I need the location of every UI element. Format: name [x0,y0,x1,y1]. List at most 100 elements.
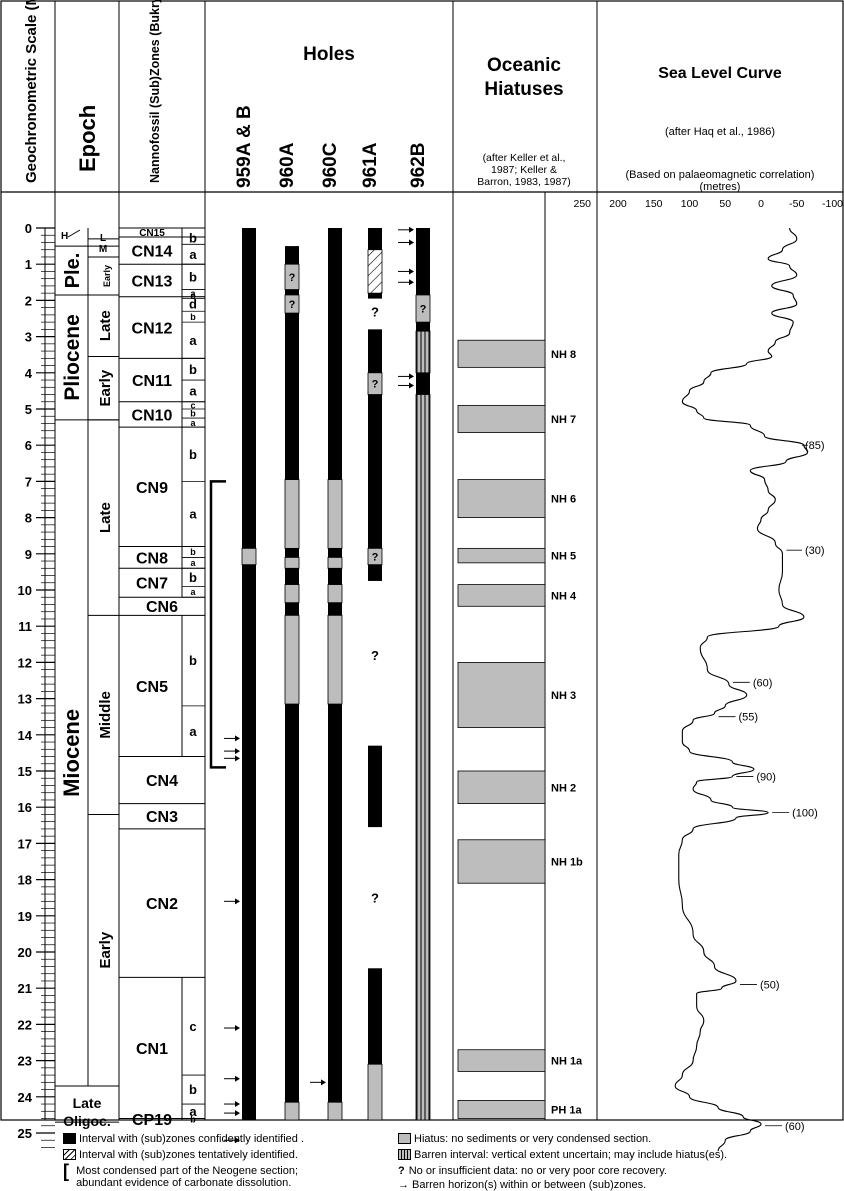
hiatuses-header-line1: Oceanic [487,55,561,76]
sea-level-column: 250 200 150 100 50 0 -50 -100 (85) (30) (60) (55) (9… [573,198,843,1152]
sea-level-annotation: (85) [805,440,825,452]
age-tick-label: 1 [25,257,32,272]
hole-label: 960C [320,142,341,188]
sub-epoch-label: Middle [97,691,114,739]
zone-label: CN2 [146,896,178,913]
hole-interval [368,329,382,373]
barren-arrow-head [235,1025,240,1032]
subzone-label: b [189,270,197,285]
zone-label: CN5 [136,679,168,696]
hole-interval [284,557,300,569]
barren-arrow-head [409,268,414,275]
age-tick-label: 11 [18,619,32,634]
epoch-header: Epoch [75,105,100,172]
hole-interval [328,548,342,558]
question-mark-icon: ? [398,1165,405,1177]
hole-interval [284,479,300,549]
subzone-label: a [189,724,197,739]
hiatus-label: PH 1a [551,1104,582,1116]
zone-label: CN11 [132,373,172,390]
subzone-label: b [189,231,197,246]
barren-arrow-head [321,1079,326,1086]
hole-interval [285,289,299,295]
hole-labels: 959A & B 960A 960C 961A 962B [234,105,429,188]
age-tick-label: 6 [25,438,32,453]
hole-interval [327,479,343,549]
subzone-label: b [189,1082,197,1097]
subzone-label: b [190,312,196,322]
epoch-column: Ple.PlioceneMioceneLateOligoc.HLMEarlyLa… [55,228,119,1129]
subzone-label: b [190,409,196,419]
hiatus-label: NH 1a [551,1056,583,1068]
hole-interval [415,330,431,374]
sea-level-tick-label: 0 [758,198,764,210]
hole-interval [285,313,299,480]
sub-epoch-label: Early [102,265,112,287]
hole-interval [285,704,299,1103]
hole-interval [367,1063,383,1121]
no-data-mark: ? [371,648,379,663]
hiatus-bar [457,770,546,804]
hole-interval [284,584,300,604]
hiatuses-reference: (after Keller et al.,1987; Keller &Barro… [477,152,570,188]
age-tick-label: 9 [25,547,32,562]
age-tick-label: 20 [18,945,32,960]
epoch-label: Pliocene [61,314,84,400]
sub-epoch-label: H [61,231,68,242]
age-tick-label: 3 [25,330,32,345]
subzone-label: b [189,653,197,668]
sea-level-tick-label: 100 [681,198,699,210]
subzone-label: a [189,333,197,348]
barren-arrow-head [235,1075,240,1082]
age-tick-label: 24 [18,1090,33,1105]
no-data-mark: ? [372,552,379,564]
sea-level-annotation: (60) [753,677,773,689]
no-data-mark: ? [289,272,296,284]
hole-interval [368,228,382,250]
hole-interval [416,372,430,395]
age-tick-label: 25 [18,1126,32,1141]
hole-interval [285,568,299,585]
age-tick-label: 10 [18,583,32,598]
hiatus-column: NH 8 NH 7 NH 6 NH 5 NH 4 NH 3 NH 2 NH 1b NH 1a PH… [457,339,583,1119]
sea-level-unit: (metres) [700,181,741,193]
age-tick-label: 16 [18,800,32,815]
age-tick-label: 23 [18,1054,32,1069]
age-tick-label: 7 [25,474,32,489]
hole-interval [415,394,431,1121]
hole-interval [368,968,382,1065]
age-tick-label: 4 [25,366,33,381]
sub-epoch-label: Early [97,931,114,968]
subzone-label: a [190,288,196,298]
hole-interval [241,547,257,566]
sea-level-tick-label: 250 [573,198,591,210]
striped-box-icon [398,1149,411,1160]
sub-epoch-label: Late [97,502,114,533]
zone-label: CN10 [132,407,173,424]
age-tick-label: 12 [18,655,32,670]
legend-barren-interval-text: Barren interval: vertical extent uncerta… [414,1149,728,1161]
bracket-icon: [ [63,1161,69,1181]
no-data-mark: ? [372,379,379,391]
subzone-label: a [190,587,196,597]
sub-epoch-label: M [99,244,107,255]
legend-no-data-text: No or insufficient data: no or very poor… [408,1165,667,1177]
zone-label: CN14 [132,244,173,261]
barren-arrow-head [409,239,414,246]
sea-level-basis: (Based on palaeomagnetic correlation) [626,169,815,181]
age-axis: 0123456789101112131415161718192021222324… [18,221,55,1148]
hiatus-bar [457,662,546,728]
legend-hiatus: Hiatus: no sediments or very condensed s… [398,1133,651,1145]
subzone-label: a [189,507,197,522]
epoch-label: Miocene [59,709,84,797]
hole-interval [284,614,300,705]
hole-interval [368,564,382,581]
subzone-label: c [190,291,195,301]
scale-header: Geochronometric Scale (Ma) [23,0,40,183]
barren-arrow-head [235,755,240,762]
sea-level-annotation: (60) [785,1121,805,1133]
legend-barren-horizon: → Barren horizon(s) within or between (su… [398,1179,646,1191]
sea-level-reference: (after Haq et al., 1986) [665,126,775,138]
hole-interval [328,568,342,585]
sea-level-tick-label: -50 [789,198,804,210]
